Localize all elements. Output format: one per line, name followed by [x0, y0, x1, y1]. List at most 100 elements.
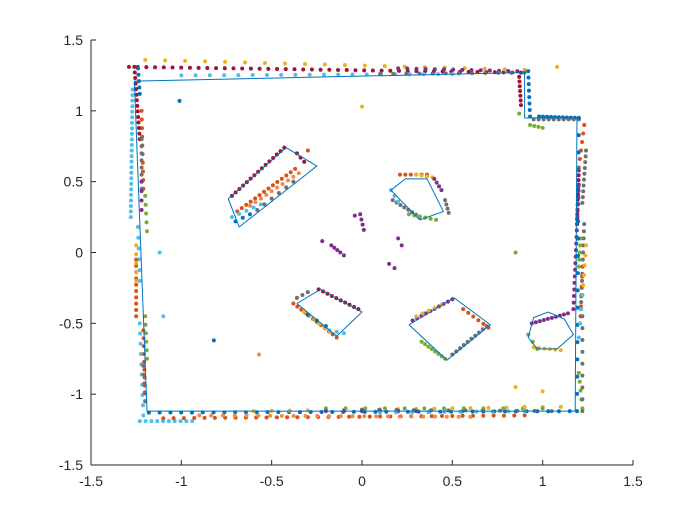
- data-point: [236, 73, 241, 78]
- data-point: [583, 160, 588, 165]
- data-point: [575, 391, 580, 396]
- data-point: [384, 409, 389, 414]
- data-point: [161, 65, 166, 70]
- data-point: [288, 170, 293, 175]
- data-point: [515, 69, 520, 74]
- data-point: [137, 131, 142, 136]
- data-point: [132, 70, 137, 75]
- data-point: [442, 406, 447, 411]
- x-tick-label: 0.5: [443, 473, 463, 489]
- data-point: [352, 213, 357, 218]
- data-point: [584, 243, 589, 248]
- data-point: [193, 73, 198, 78]
- data-point: [142, 390, 147, 395]
- data-point: [527, 101, 532, 106]
- data-point: [266, 66, 271, 71]
- data-point: [426, 344, 431, 349]
- data-point: [327, 67, 332, 72]
- data-point: [414, 66, 419, 71]
- data-point: [387, 261, 392, 266]
- data-point: [441, 67, 446, 72]
- data-point: [163, 58, 168, 63]
- data-point: [129, 154, 134, 159]
- data-point: [128, 209, 133, 214]
- data-point: [135, 109, 140, 114]
- data-point: [446, 408, 451, 413]
- x-tick-label: 1.5: [623, 473, 643, 489]
- data-point: [134, 289, 139, 294]
- data-point: [574, 409, 579, 414]
- data-point: [130, 87, 135, 92]
- series-lightblue-right-wall: [576, 293, 585, 340]
- data-point: [360, 104, 364, 109]
- series-orange-quad: [461, 307, 491, 330]
- data-point: [184, 419, 189, 424]
- data-point: [134, 263, 139, 268]
- data-point: [581, 183, 586, 188]
- data-point: [518, 98, 523, 103]
- data-point: [575, 271, 580, 276]
- data-point: [422, 342, 427, 347]
- data-point: [177, 98, 182, 103]
- plot-area: [126, 57, 589, 424]
- data-point: [580, 361, 585, 366]
- outline-hexagon-obstacle: [527, 311, 575, 350]
- x-tick-label: -0.5: [260, 473, 284, 489]
- data-point: [575, 374, 580, 379]
- data-point: [305, 290, 310, 295]
- data-point: [336, 67, 341, 72]
- data-point: [517, 74, 522, 79]
- data-point: [149, 419, 154, 424]
- data-point: [307, 72, 312, 77]
- data-point: [280, 182, 285, 187]
- data-point: [211, 338, 216, 343]
- data-point: [576, 184, 581, 189]
- data-point: [214, 66, 219, 71]
- data-point: [136, 72, 141, 77]
- data-point: [580, 140, 585, 144]
- data-point: [137, 91, 142, 96]
- data-point: [373, 409, 378, 414]
- data-point: [476, 318, 481, 323]
- data-point: [223, 59, 228, 64]
- data-point: [347, 414, 352, 419]
- data-point: [315, 414, 320, 419]
- data-point: [576, 178, 581, 183]
- data-point: [258, 202, 263, 207]
- data-point: [138, 352, 143, 357]
- data-point: [359, 217, 364, 222]
- data-point: [583, 253, 588, 258]
- data-point: [305, 408, 310, 413]
- data-point: [378, 414, 383, 419]
- data-point: [419, 339, 424, 344]
- data-point: [138, 341, 143, 346]
- data-point: [145, 229, 150, 234]
- data-point: [580, 314, 585, 319]
- data-point: [576, 173, 581, 178]
- data-point: [145, 356, 150, 361]
- data-point: [305, 148, 310, 153]
- data-point: [580, 385, 585, 390]
- data-point: [482, 66, 487, 71]
- data-point: [183, 58, 188, 63]
- data-point: [301, 67, 306, 72]
- data-point: [571, 300, 576, 305]
- data-point: [580, 406, 585, 411]
- data-point: [196, 65, 201, 70]
- data-point: [141, 336, 146, 341]
- y-tick-label: -1: [71, 386, 84, 402]
- data-point: [130, 115, 135, 120]
- data-point: [262, 189, 267, 194]
- data-point: [139, 117, 144, 122]
- series-purple-interior-cluster: [329, 212, 404, 271]
- data-point: [137, 419, 142, 424]
- data-point: [275, 67, 280, 72]
- data-point: [171, 416, 176, 421]
- x-tick-label: -1: [175, 473, 188, 489]
- data-point: [575, 305, 580, 310]
- data-point: [580, 293, 585, 297]
- data-point: [141, 363, 146, 368]
- data-point: [129, 192, 134, 197]
- data-point: [143, 322, 148, 327]
- data-point: [527, 95, 532, 100]
